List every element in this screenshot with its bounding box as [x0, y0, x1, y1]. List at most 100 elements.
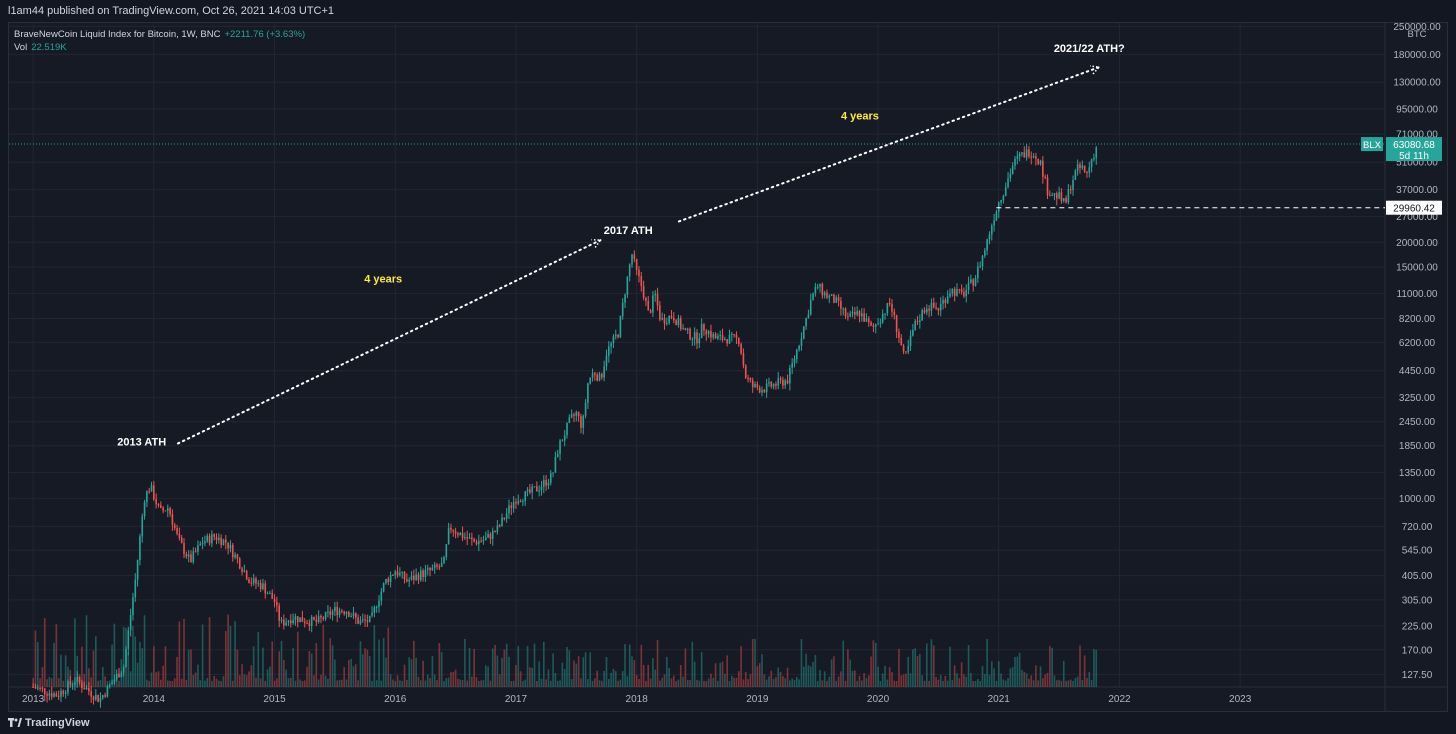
x-tick-label: 2018 — [626, 694, 649, 705]
candle-body — [88, 687, 90, 692]
volume-bar — [656, 639, 659, 687]
volume-bar — [440, 652, 443, 687]
candle-body — [162, 507, 164, 511]
candle-body — [53, 693, 55, 697]
volume-bar — [143, 615, 146, 687]
volume-bar — [693, 661, 696, 687]
volume-bar — [619, 679, 622, 687]
volume-bar — [596, 670, 599, 687]
candle-body — [132, 597, 134, 616]
candle-body — [406, 579, 408, 582]
candle-body — [737, 337, 740, 345]
volume-bar — [682, 676, 684, 687]
volume-bar — [510, 680, 513, 687]
candle-body — [454, 531, 457, 534]
candle-body — [329, 611, 332, 615]
chart-panel[interactable]: 127.50 170.00 225.00 305.00 405.00 545.00 720.… — [8, 22, 1448, 712]
candle-body — [1076, 164, 1079, 171]
candle-body — [935, 307, 937, 309]
volume-bar — [299, 679, 301, 687]
candle-body — [638, 269, 640, 277]
volume-bar — [802, 666, 805, 687]
volume-bar — [364, 648, 366, 687]
volume-bar — [491, 648, 494, 687]
volume-bar — [986, 638, 988, 687]
volume-bar — [747, 679, 749, 687]
volume-bar — [1030, 675, 1033, 687]
candle-body — [675, 320, 677, 326]
y-tick-label: 1350.00 — [1399, 468, 1436, 479]
volume-bar — [361, 654, 364, 687]
candle-body — [306, 623, 308, 625]
volume-bar — [1023, 671, 1026, 687]
candle-body — [946, 296, 949, 303]
candle-body — [243, 570, 246, 572]
candle-body — [652, 295, 654, 313]
volume-bar — [668, 668, 670, 687]
candle-body — [517, 500, 520, 504]
volume-bar — [916, 655, 919, 687]
volume-bar — [382, 637, 385, 687]
y-tick-label: 11000.00 — [1397, 289, 1438, 300]
candle-body — [1060, 192, 1063, 201]
candle-body — [1051, 195, 1053, 197]
price-chart[interactable]: 127.50 170.00 225.00 305.00 405.00 545.00 720.… — [9, 22, 1447, 711]
volume-bar — [394, 680, 397, 687]
candle-body — [891, 304, 893, 312]
publisher-text: l1am44 published on TradingView.com, Oct… — [8, 5, 335, 17]
volume-bar — [1004, 680, 1007, 687]
volume-bar — [224, 630, 227, 687]
volume-bar — [341, 679, 343, 687]
candle-body — [336, 606, 339, 616]
volume-bar — [306, 666, 308, 687]
volume-bar — [1009, 668, 1012, 687]
tradingview-logo[interactable]: TradingView — [8, 717, 90, 729]
volume-bar — [721, 661, 724, 687]
footer: TradingView — [0, 712, 1456, 734]
volume-bar — [703, 680, 705, 687]
candle-body — [826, 292, 828, 298]
candle-body — [505, 513, 508, 519]
volume-bar — [517, 646, 520, 687]
volume-bar — [445, 678, 448, 687]
candle-body — [1055, 193, 1058, 199]
volume-bar — [547, 669, 550, 687]
volume-bar — [368, 656, 371, 687]
candle-body — [795, 349, 798, 359]
candle-body — [403, 571, 406, 580]
candle-body — [331, 611, 334, 615]
candle-body — [143, 502, 146, 517]
candle-body — [768, 381, 770, 384]
x-tick-label: 2013 — [22, 694, 45, 705]
candle-body — [424, 569, 427, 578]
volume-bar — [984, 674, 986, 687]
volume-bar — [888, 667, 891, 687]
y-tick-label: 71000.00 — [1396, 129, 1438, 140]
candle-body — [589, 377, 592, 384]
volume-bar — [1093, 649, 1095, 687]
candle-body — [508, 505, 510, 514]
y-tick-label: 6200.00 — [1399, 338, 1436, 349]
volume-bar — [489, 680, 492, 687]
volume-bar — [675, 680, 677, 687]
volume-bar — [127, 652, 130, 687]
volume-bar — [218, 680, 220, 687]
candle-body — [171, 514, 174, 525]
y-tick-label: 20000.00 — [1396, 238, 1438, 249]
candle-body — [984, 250, 986, 256]
volume-bar — [303, 680, 306, 687]
volume-bar — [842, 640, 845, 687]
candle-body — [482, 539, 485, 542]
candle-body — [997, 202, 1000, 212]
candle-body — [341, 610, 343, 612]
candle-body — [436, 564, 438, 567]
candle-body — [821, 283, 824, 296]
volume-bar — [598, 680, 601, 687]
candle-body — [979, 266, 981, 268]
volume-bar — [220, 680, 222, 687]
candle-body — [805, 317, 807, 327]
tradingview-logo-icon — [8, 718, 22, 727]
volume-bar — [1062, 660, 1065, 687]
candle-body — [1049, 195, 1051, 197]
candle-body — [368, 615, 371, 622]
